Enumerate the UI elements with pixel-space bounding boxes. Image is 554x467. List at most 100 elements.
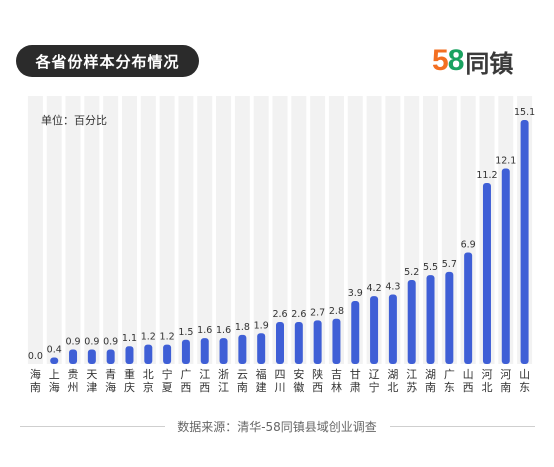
data-label: 5.5 (423, 262, 438, 273)
column-background (159, 96, 175, 364)
column-background (272, 96, 288, 364)
category-label: 安 (293, 367, 304, 381)
category-label: 山 (519, 368, 530, 381)
category-label: 陕 (312, 367, 323, 381)
bar (87, 349, 96, 364)
column-background (65, 96, 81, 364)
column-background (27, 96, 43, 364)
column-background (84, 96, 100, 364)
bar (106, 349, 115, 364)
data-label: 1.2 (141, 332, 156, 343)
category-label: 建 (256, 380, 267, 394)
category-label: 林 (331, 380, 342, 394)
category-label: 肃 (350, 381, 361, 394)
category-label: 湖 (387, 368, 398, 381)
data-label: 12.1 (495, 155, 516, 166)
source-note: 数据来源：清华-58同镇县域创业调查 (177, 420, 377, 434)
data-label: 1.5 (178, 327, 193, 338)
category-label: 苏 (406, 381, 417, 394)
data-label: 0.9 (65, 336, 80, 347)
category-label: 福 (256, 367, 267, 381)
column-background (121, 96, 137, 364)
bar (445, 271, 454, 364)
bar (200, 338, 209, 364)
bar (426, 275, 435, 364)
category-label: 东 (444, 381, 455, 394)
data-label: 4.2 (367, 283, 382, 294)
category-label: 河 (481, 368, 492, 381)
bar (332, 318, 341, 364)
bar (69, 349, 78, 364)
category-label: 浙 (218, 368, 229, 381)
category-label: 宁 (369, 380, 380, 394)
category-label: 贵 (68, 368, 79, 381)
data-label: 4.3 (385, 282, 400, 293)
bar (125, 346, 134, 364)
column-background (197, 96, 213, 364)
data-label: 0.9 (84, 336, 99, 347)
bar (257, 333, 266, 364)
category-label: 广 (444, 368, 455, 381)
category-label: 山 (463, 368, 474, 381)
bar-chart: 单位：百分比0.0海南0.4上海0.9贵州0.9天津0.9青海1.1重庆1.2北… (27, 96, 535, 394)
bar (238, 334, 247, 364)
category-label: 南 (500, 381, 511, 394)
category-label: 辽 (369, 368, 380, 381)
category-label: 海 (49, 380, 60, 394)
logo-number: 58 (432, 44, 464, 77)
column-background (310, 96, 326, 364)
category-label: 甘 (350, 368, 361, 381)
data-label: 1.9 (254, 320, 269, 331)
category-label: 东 (519, 381, 530, 394)
column-background (328, 96, 344, 364)
category-label: 河 (500, 368, 511, 381)
category-label: 吉 (331, 368, 342, 381)
bar (294, 321, 303, 364)
category-label: 南 (30, 381, 41, 394)
data-label: 2.6 (272, 309, 287, 320)
bar (144, 344, 153, 364)
data-label: 15.1 (514, 107, 535, 118)
category-label: 重 (124, 367, 135, 381)
unit-label: 单位：百分比 (41, 113, 107, 127)
category-label: 州 (68, 381, 79, 394)
bar (276, 321, 284, 364)
category-label: 湖 (425, 368, 436, 381)
bar (219, 338, 228, 364)
bar (370, 296, 379, 364)
category-label: 北 (481, 381, 492, 394)
bar (482, 183, 491, 364)
bar (388, 294, 397, 364)
data-label: 6.9 (461, 240, 476, 251)
category-label: 西 (199, 381, 210, 394)
footer-divider-left (20, 426, 165, 427)
data-label: 0.0 (28, 351, 43, 362)
chart-title: 各省份样本分布情况 (16, 45, 199, 77)
data-label: 2.8 (329, 306, 344, 317)
category-label: 北 (143, 368, 154, 381)
footer-divider-right (390, 426, 535, 427)
category-label: 四 (275, 368, 286, 381)
data-label: 5.2 (404, 267, 419, 278)
category-label: 青 (105, 368, 116, 381)
brand-logo: 58 同镇 (432, 44, 513, 78)
category-label: 南 (425, 381, 436, 394)
category-label: 海 (30, 367, 41, 381)
column-background (347, 96, 363, 364)
data-label: 11.2 (476, 170, 497, 181)
category-label: 津 (86, 381, 97, 394)
category-label: 海 (105, 380, 116, 394)
category-label: 京 (143, 380, 154, 394)
category-label: 西 (180, 381, 191, 394)
column-background (103, 96, 119, 364)
category-label: 上 (49, 368, 60, 381)
category-label: 宁 (162, 367, 173, 381)
data-label: 2.7 (310, 307, 325, 318)
data-label: 1.2 (160, 332, 175, 343)
category-label: 南 (237, 381, 248, 394)
category-label: 徽 (293, 380, 304, 394)
category-label: 江 (218, 381, 229, 394)
column-background (216, 96, 232, 364)
data-label: 2.6 (291, 309, 306, 320)
bar (501, 168, 510, 364)
